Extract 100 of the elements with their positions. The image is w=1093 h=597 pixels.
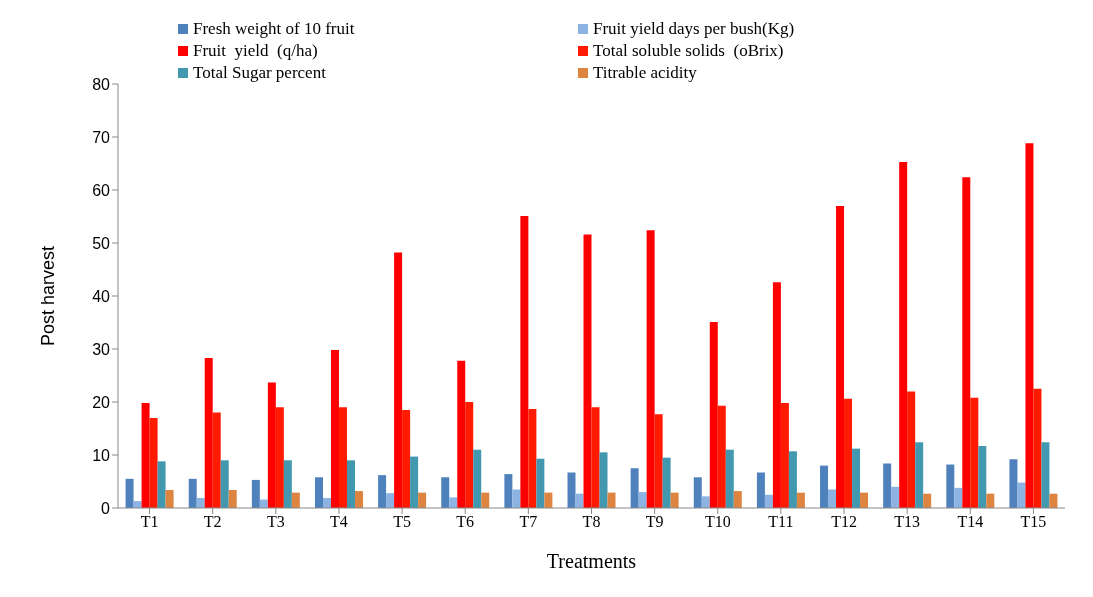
bar: [291, 492, 300, 508]
x-tick-label: T7: [519, 513, 538, 531]
bar: [149, 417, 158, 508]
bar: [607, 492, 616, 508]
bar: [583, 234, 592, 508]
bar: [852, 448, 861, 508]
bar: [251, 479, 260, 508]
bar: [733, 491, 742, 508]
bar: [662, 457, 671, 508]
y-tick-label: 20: [92, 393, 111, 411]
x-tick-label: T11: [768, 513, 794, 531]
bar: [457, 360, 466, 508]
bar: [1049, 493, 1058, 508]
x-tick-label: T13: [894, 513, 921, 531]
y-tick-label: 0: [101, 499, 111, 517]
y-tick-label: 70: [92, 128, 111, 146]
bar: [512, 489, 521, 508]
bar: [693, 477, 702, 508]
bar: [891, 486, 900, 508]
bar: [820, 465, 829, 508]
bar: [836, 205, 845, 508]
bar: [725, 449, 734, 508]
x-axis-title: Treatments: [546, 550, 637, 572]
bar: [473, 449, 482, 508]
bar: [780, 403, 789, 508]
bar: [1033, 388, 1042, 508]
bar: [212, 412, 221, 508]
bar: [504, 474, 513, 508]
y-axis-title: Post harvest: [38, 245, 59, 347]
bar: [465, 402, 474, 508]
bar: [946, 464, 955, 508]
bar: [923, 493, 932, 508]
y-tick-label: 80: [92, 75, 111, 93]
bar: [228, 489, 237, 508]
bar: [883, 463, 892, 508]
legend-label: Fruit yield days per bush(Kg): [593, 19, 795, 39]
bar: [188, 478, 197, 508]
legend-label: Total Sugar percent: [193, 63, 326, 83]
bar: [544, 492, 553, 508]
legend-label: Fresh weight of 10 fruit: [193, 19, 355, 39]
bar: [638, 492, 647, 508]
legend-label: Titrable acidity: [593, 63, 697, 83]
legend-label: Total soluble solids (oBrix): [593, 41, 784, 61]
bar: [788, 451, 797, 508]
x-tick-label: T14: [957, 513, 984, 531]
y-tick-label: 40: [92, 287, 111, 305]
bar: [378, 475, 387, 508]
bar: [591, 407, 600, 508]
bar: [441, 477, 450, 508]
bar: [314, 477, 323, 508]
bar: [536, 458, 545, 508]
bar: [220, 460, 229, 508]
bar: [970, 397, 979, 508]
bar: [1025, 143, 1034, 508]
bar: [386, 493, 395, 508]
bar: [338, 407, 347, 508]
bar: [756, 472, 765, 508]
bar: [962, 177, 971, 508]
x-tick-label: T8: [582, 513, 601, 531]
bar: [1041, 442, 1050, 508]
x-tick-label: T4: [330, 513, 348, 531]
x-tick-label: T12: [831, 513, 857, 531]
x-tick-label: T1: [140, 513, 159, 531]
y-tick-label: 50: [92, 234, 111, 252]
legend-label: Fruit yield (q/ha): [193, 41, 318, 61]
bar: [764, 494, 773, 508]
bar: [670, 492, 679, 508]
bar: [701, 496, 710, 508]
x-tick-label: T3: [266, 513, 285, 531]
bar: [267, 382, 276, 508]
x-tick-label: T10: [704, 513, 731, 531]
y-tick-label: 10: [92, 446, 111, 464]
bar: [796, 492, 805, 508]
bar: [449, 497, 458, 508]
bar: [283, 460, 292, 508]
bar: [630, 468, 639, 508]
bar: [709, 321, 718, 508]
x-tick-label: T2: [203, 513, 222, 531]
y-tick-label: 30: [92, 340, 111, 358]
bar: [986, 493, 995, 508]
bar: [899, 161, 908, 508]
bar: [599, 452, 608, 508]
y-tick-label: 60: [92, 181, 111, 199]
bar: [567, 472, 576, 508]
bar: [844, 398, 853, 508]
bar: [654, 414, 663, 508]
bar: [402, 409, 411, 508]
bar: [410, 456, 419, 508]
bar: [528, 408, 537, 508]
bar: [354, 491, 363, 508]
bar: [125, 478, 134, 508]
bar: [157, 461, 166, 508]
bar: [1009, 459, 1018, 508]
bar: [275, 407, 284, 508]
bar: [646, 230, 655, 508]
bar: [717, 405, 726, 508]
bar: [481, 492, 490, 508]
bar: [394, 252, 403, 508]
bar: [204, 358, 213, 508]
bar: [860, 492, 869, 508]
